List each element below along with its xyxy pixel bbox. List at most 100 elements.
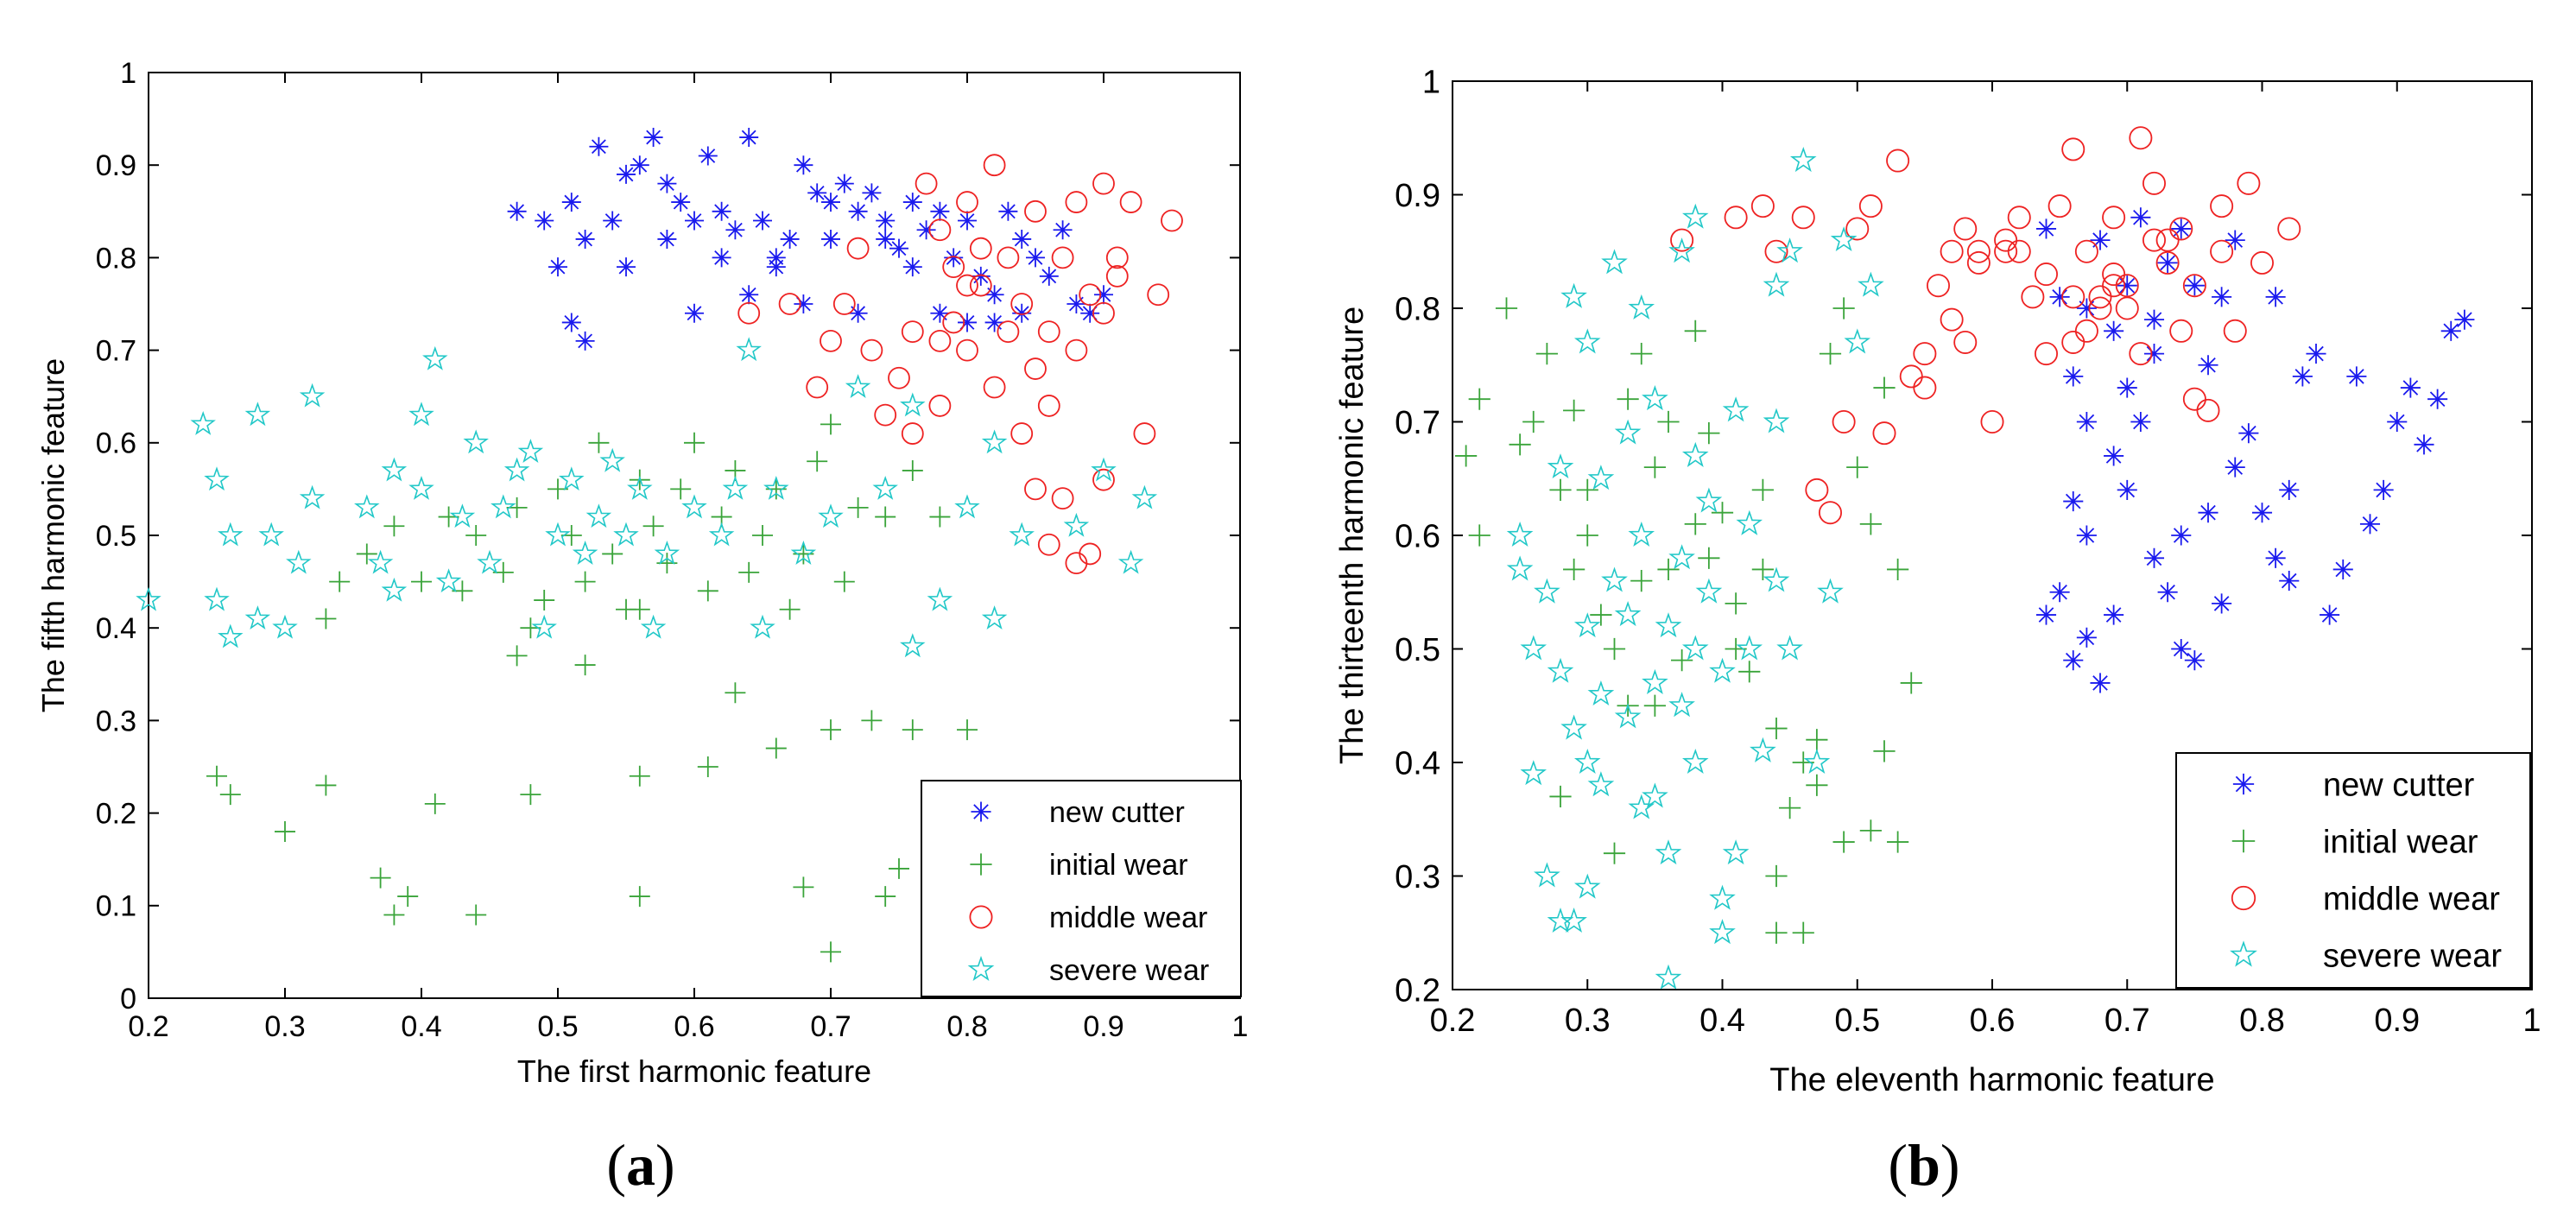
chart-b-point-new-cutter (2117, 377, 2137, 398)
chart-a-point-middle-wear (915, 172, 938, 195)
chart-a-point-new-cutter (1026, 248, 1045, 268)
chart-a-point-severe-wear (572, 540, 598, 566)
chart-b-point-severe-wear (1506, 555, 1534, 581)
chart-b-point-initial-wear (1887, 831, 1909, 853)
chart-a-point-middle-wear (737, 301, 761, 325)
chart-a-point-new-cutter (712, 248, 731, 268)
chart-b-point-severe-wear (1709, 919, 1736, 945)
chart-b-point-severe-wear (1560, 714, 1587, 740)
chart-a-point-middle-wear (997, 246, 1020, 269)
chart-b-point-middle-wear (2223, 319, 2247, 343)
chart-b-point-initial-wear (1535, 343, 1558, 365)
chart-b-point-severe-wear (1573, 748, 1601, 774)
chart-a-point-initial-wear (779, 598, 801, 620)
chart-b-point-severe-wear (1655, 839, 1682, 865)
chart-b-point-middle-wear (2155, 228, 2180, 252)
chart-a-point-middle-wear (1133, 422, 1156, 445)
chart-a-point-severe-wear (736, 337, 762, 362)
chart-b-point-new-cutter (2117, 479, 2137, 500)
chart-b-point-severe-wear (1668, 237, 1695, 263)
chart-b-point-severe-wear (1506, 521, 1534, 547)
chart-b-point-middle-wear (2237, 171, 2261, 195)
chart-b-point-middle-wear (2142, 171, 2166, 195)
chart-b-point-new-cutter (2251, 503, 2273, 523)
chart-a-point-initial-wear (875, 506, 896, 528)
chart-a-point-new-cutter (984, 313, 1004, 332)
chart-b-point-severe-wear (1776, 237, 1803, 263)
chart-a-point-initial-wear (534, 590, 555, 611)
chart-a-point-severe-wear (681, 494, 707, 519)
chart-a-point-severe-wear (927, 586, 953, 611)
chart-b-point-new-cutter (2212, 593, 2232, 614)
chart-b-point-new-cutter (2400, 377, 2421, 398)
chart-a-point-initial-wear (697, 580, 718, 602)
chart-b-point-severe-wear (1642, 385, 1668, 411)
panel-label-b-close: ) (1940, 1132, 1960, 1198)
chart-a-point-middle-wear (1024, 199, 1047, 223)
chart-b-point-middle-wear (2048, 194, 2072, 218)
chart-b-point-initial-wear (1468, 388, 1491, 410)
chart-b-point-middle-wear (2074, 239, 2098, 263)
chart-b-point-new-cutter (2198, 503, 2218, 523)
chart-a-point-new-cutter (848, 303, 868, 323)
chart-a-point-severe-wear (981, 605, 1008, 629)
chart-b-point-middle-wear (2007, 239, 2031, 263)
chart-a-point-initial-wear (738, 561, 760, 583)
chart-a-point-initial-wear (424, 793, 446, 814)
chart-a-point-initial-wear (506, 645, 528, 667)
chart-a-point-middle-wear (1065, 338, 1088, 362)
chart-a-point-new-cutter (834, 174, 854, 193)
chart-b-point-severe-wear (1681, 635, 1709, 661)
chart-a-point-severe-wear (381, 577, 408, 602)
chart-a-point-middle-wear (1051, 487, 1074, 510)
chart-b-point-middle-wear (1926, 274, 1950, 298)
chart-a-point-new-cutter (984, 285, 1004, 305)
chart-b-point-severe-wear (1560, 907, 1587, 933)
chart-b-point-new-cutter (2414, 434, 2434, 455)
chart-b-point-new-cutter (2279, 571, 2300, 592)
chart-a-point-middle-wear (1051, 246, 1074, 269)
chart-a-x-tick-label: 0.9 (1083, 1010, 1123, 1043)
chart-a-point-initial-wear (820, 941, 841, 963)
chart-b-point-middle-wear (1832, 409, 1856, 433)
chart-a-point-severe-wear (408, 475, 434, 500)
chart-a-point-new-cutter (794, 294, 813, 313)
chart-b-point-middle-wear (2182, 387, 2206, 411)
chart-b-point-middle-wear (2021, 285, 2045, 309)
chart-b-point-severe-wear (1642, 668, 1668, 694)
chart-a-point-middle-wear (1147, 283, 1170, 307)
chart-a-point-severe-wear (559, 466, 585, 491)
chart-a-point-severe-wear (640, 614, 667, 639)
chart-a-point-middle-wear (1037, 395, 1060, 417)
chart-b-point-severe-wear (1628, 794, 1655, 819)
chart-a-point-severe-wear (286, 549, 312, 574)
chart-b-point-initial-wear (1779, 797, 1801, 819)
chart-b-point-middle-wear (1980, 409, 2004, 433)
chart-a-point-initial-wear (629, 886, 650, 908)
chart-b-point-new-cutter (2049, 582, 2070, 603)
chart-b-point-initial-wear (1603, 637, 1626, 661)
chart-b-point-middle-wear (2129, 342, 2153, 366)
chart-a-point-initial-wear (875, 886, 896, 908)
chart-a-point-middle-wear (928, 218, 952, 242)
chart-a-point-initial-wear (315, 608, 337, 629)
chart-a-point-middle-wear (1037, 533, 1060, 556)
chart-b-point-new-cutter (2440, 320, 2461, 341)
chart-a-point-new-cutter (657, 229, 677, 249)
chart-a-point-new-cutter (739, 285, 759, 305)
chart-a-point-initial-wear (957, 719, 978, 741)
chart-b-point-new-cutter (2225, 457, 2245, 478)
chart-b-point-initial-wear (1859, 513, 1882, 535)
chart-b-x-axis-label: The eleventh harmonic feature (1769, 1062, 2214, 1098)
chart-a-point-new-cutter (739, 128, 759, 148)
chart-b-point-new-cutter (2238, 423, 2259, 444)
chart-a-y-tick-label: 0.8 (96, 242, 136, 275)
chart-a-point-severe-wear (218, 623, 244, 648)
chart-b-point-severe-wear (1655, 964, 1682, 990)
chart-b-point-middle-wear (2196, 398, 2220, 422)
chart-a-y-tick-label: 1 (120, 57, 136, 90)
chart-a-point-new-cutter (575, 331, 595, 351)
chart-b-point-initial-wear (1738, 661, 1761, 683)
chart-a-point-middle-wear (1092, 172, 1115, 195)
chart-a-point-initial-wear (465, 904, 487, 926)
